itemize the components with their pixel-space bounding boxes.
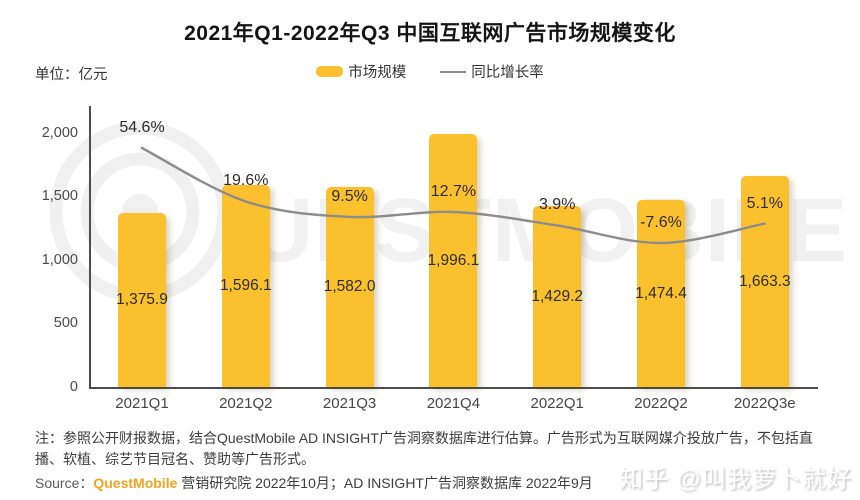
bar-2021q2: 1,596.1 xyxy=(219,184,272,388)
bar-value-label: 1,582.0 xyxy=(323,278,376,296)
unit-label: 单位：亿元 xyxy=(35,67,108,83)
bar-value-label: 1,596.1 xyxy=(219,277,272,295)
y-tick-label: 1,000 xyxy=(41,251,78,268)
growth-value-label: 9.5% xyxy=(331,187,368,205)
growth-value-label: 12.7% xyxy=(430,183,477,200)
zhihu-watermark: 知乎 @叫我萝卜就好 xyxy=(618,466,852,493)
x-axis-label: 2021Q1 xyxy=(115,395,169,412)
bar-2021q4: 1,996.1 xyxy=(427,133,480,388)
y-tick-label: 0 xyxy=(69,378,78,395)
line-swatch-icon xyxy=(440,70,467,73)
x-axis-label: 2022Q2 xyxy=(634,395,688,412)
bar-swatch-icon xyxy=(316,66,344,77)
growth-value-label: -7.6% xyxy=(640,214,682,231)
x-axis-label: 2021Q2 xyxy=(219,395,273,412)
y-axis-line xyxy=(89,106,91,388)
x-axis-line xyxy=(89,387,818,389)
bar-value-label: 1,429.2 xyxy=(531,287,584,305)
x-axis-label: 2022Q1 xyxy=(530,395,584,412)
legend-item-market-size: 市场规模 xyxy=(316,61,406,82)
source-prefix: Source： xyxy=(35,475,94,491)
chart-title: 2021年Q1-2022年Q3 中国互联网广告市场规模变化 xyxy=(184,22,676,45)
source-line: Source：QuestMobile 营销研究院 2022年10月；AD INS… xyxy=(35,473,593,493)
legend-line-label: 同比增长率 xyxy=(471,65,544,81)
source-text: 营销研究院 2022年10月；AD INSIGHT广告洞察数据库 2022年9月 xyxy=(177,475,593,491)
x-axis-label: 2022Q3e xyxy=(733,395,796,412)
bar-value-label: 1,474.4 xyxy=(635,284,687,302)
bar-value-label: 1,375.9 xyxy=(116,291,168,309)
source-brand: QuestMobile xyxy=(93,475,178,491)
y-tick-label: 1,500 xyxy=(41,188,78,204)
bar-2021q1: 1,375.9 xyxy=(116,212,168,388)
legend: 市场规模 同比增长率 xyxy=(0,61,860,82)
growth-value-label: 3.9% xyxy=(538,196,576,214)
y-tick-label: 500 xyxy=(53,315,78,331)
bar-2022q1: 1,429.2 xyxy=(531,205,584,388)
x-axis-label: 2021Q3 xyxy=(322,395,377,412)
x-axis-label: 2021Q4 xyxy=(426,395,481,412)
footnote-note: 注：参照公开财报数据，结合QuestMobile AD INSIGHT广告洞察数… xyxy=(35,430,813,467)
growth-value-label: 5.1% xyxy=(746,194,784,212)
legend-bar-label: 市场规模 xyxy=(348,65,407,81)
legend-item-growth-rate: 同比增长率 xyxy=(440,61,544,82)
bar-2021q3: 1,582.0 xyxy=(323,186,376,388)
growth-value-label: 19.6% xyxy=(223,172,269,190)
y-tick-label: 2,000 xyxy=(41,124,78,141)
bar-value-label: 1,996.1 xyxy=(427,251,480,269)
bar-value-label: 1,663.3 xyxy=(738,272,791,290)
growth-value-label: 54.6% xyxy=(119,119,165,137)
